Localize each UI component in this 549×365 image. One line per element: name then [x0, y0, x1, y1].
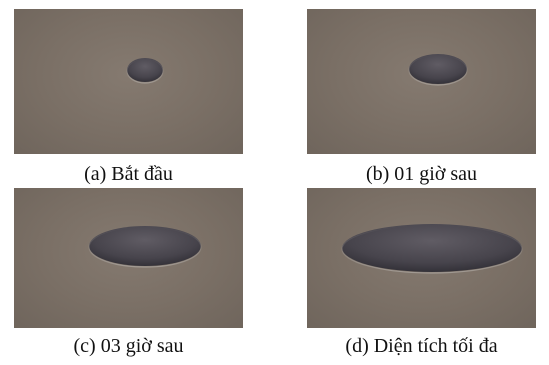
caption-start: (a) Bắt đầu — [84, 163, 173, 185]
caption-max-area: (d) Diện tích tối đa — [345, 335, 498, 357]
blob-one-hour-image — [408, 54, 468, 86]
caption-three-hours: (c) 03 giờ sau — [73, 335, 184, 357]
blob-start-image — [126, 58, 164, 84]
panel-max-area — [307, 188, 536, 328]
blob-max-area-image — [341, 224, 523, 274]
panel-one-hour — [307, 9, 536, 154]
blob-three-hours-image — [88, 226, 202, 268]
caption-one-hour: (b) 01 giờ sau — [365, 163, 478, 185]
panel-three-hours — [14, 188, 243, 328]
panel-start — [14, 9, 243, 154]
